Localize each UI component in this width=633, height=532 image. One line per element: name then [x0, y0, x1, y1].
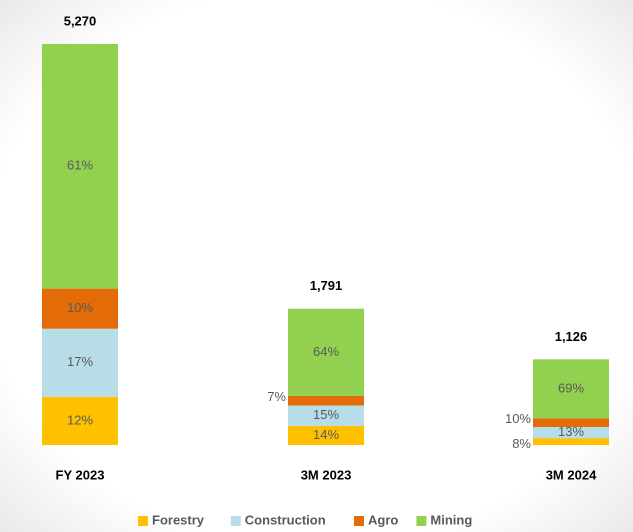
value-label: 12% [67, 412, 93, 427]
bar-segment [288, 395, 364, 406]
bar-segment [288, 308, 364, 396]
legend-label: Construction [245, 512, 326, 527]
legend-label: Forestry [152, 512, 205, 527]
value-label: 8% [512, 436, 531, 451]
legend-label: Mining [430, 512, 472, 527]
value-label: 69% [558, 380, 584, 395]
legend-swatch [138, 516, 148, 526]
value-label: 13% [558, 424, 584, 439]
total-label: 1,126 [555, 329, 588, 344]
bar-segment [42, 288, 118, 329]
category-label: 3M 2023 [301, 467, 352, 482]
total-label: 5,270 [64, 13, 97, 28]
bar-segment [288, 405, 364, 426]
bar-segment [288, 425, 364, 445]
value-label: 14% [313, 427, 339, 442]
bar-segment [533, 438, 609, 445]
bar-segment [42, 396, 118, 445]
bar-segment [533, 427, 609, 439]
value-label: 17% [67, 354, 93, 369]
category-label: 3M 2024 [546, 467, 597, 482]
category-label: FY 2023 [56, 467, 105, 482]
value-label: 15% [313, 407, 339, 422]
bar-segment [42, 44, 118, 289]
bar-segment [42, 328, 118, 397]
legend-swatch [354, 516, 364, 526]
bar-segment [533, 418, 609, 428]
value-label: 10% [505, 411, 531, 426]
value-label: 61% [67, 158, 93, 173]
value-label: 10% [67, 300, 93, 315]
total-label: 1,791 [310, 278, 343, 293]
value-label: 64% [313, 344, 339, 359]
bar-segment [533, 359, 609, 419]
legend-label: Agro [368, 512, 398, 527]
legend-swatch [416, 516, 427, 526]
value-label: 7% [267, 389, 286, 404]
legend-swatch [230, 516, 241, 526]
